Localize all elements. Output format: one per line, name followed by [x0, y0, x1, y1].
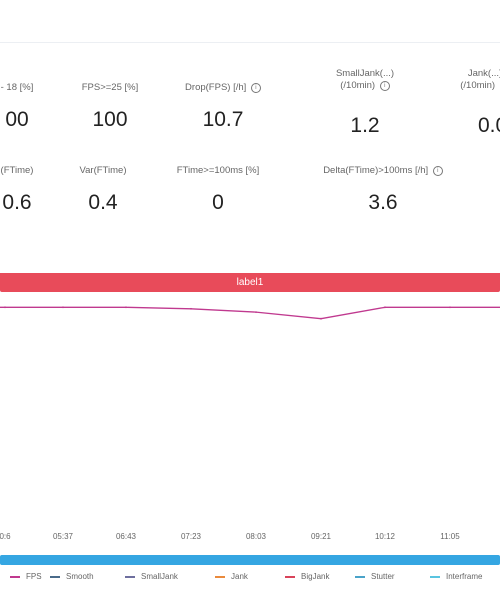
label-banner[interactable]: label1: [0, 273, 500, 292]
metric-label: - 18 [%]: [0, 82, 34, 93]
legend-swatch: [125, 575, 135, 578]
x-tick-label: 10:12: [374, 532, 396, 541]
legend-item-smalljank[interactable]: SmallJank: [125, 572, 178, 581]
metric-card: FTime>=100ms [%] 0: [153, 165, 283, 215]
x-tick-label: 08:03: [245, 532, 267, 541]
series-line-fps: [0, 306, 500, 320]
legend-label: SmallJank: [141, 572, 178, 581]
x-axis-labels: 0:6 05:37 06:43 07:23 08:03 09:21 10:12 11:05: [0, 532, 500, 546]
legend-item-fps[interactable]: FPS: [10, 572, 42, 581]
metric-sublabel: (/10min) i: [420, 80, 500, 92]
legend-swatch: [50, 575, 60, 578]
metric-sublabel: (/10min) i: [300, 80, 430, 92]
metric-card: Var(FTime) 0.4: [38, 165, 168, 215]
x-tick-label: 0:6: [0, 532, 11, 541]
x-tick-label: 06:43: [115, 532, 137, 541]
metric-card: Drop(FPS) [/h] i 10.7: [158, 82, 288, 132]
metric-label: Delta(FTime)>100ms [/h] i: [318, 165, 448, 177]
metric-value: 3.6: [368, 191, 398, 214]
metric-sublabel-text: (/10min): [460, 80, 496, 91]
metric-label: FTime>=100ms [%]: [176, 165, 260, 176]
x-tick-label: 05:37: [52, 532, 74, 541]
x-tick-label: 09:21: [310, 532, 332, 541]
data-point: [255, 311, 257, 313]
metric-card: Delta(FTime)>100ms [/h] i 3.6: [318, 165, 448, 215]
legend-item-bigjank[interactable]: BigJank: [285, 572, 329, 581]
legend-swatch: [285, 575, 295, 578]
info-icon[interactable]: i: [379, 81, 390, 91]
data-point: [4, 306, 6, 309]
metric-value: 0.6: [2, 191, 32, 214]
legend-swatch: [355, 575, 365, 578]
legend-label: BigJank: [301, 572, 330, 581]
legend-item-stutter[interactable]: Stutter: [355, 572, 395, 581]
info-icon[interactable]: i: [432, 166, 443, 176]
metric-label: (FTime): [0, 165, 34, 176]
legend-label: Stutter: [371, 572, 395, 581]
metric-value: 0: [212, 191, 224, 214]
metric-card: - 18 [%] 00: [0, 82, 82, 132]
header-divider: [0, 42, 500, 43]
metric-value: 10.7: [202, 108, 244, 131]
info-icon[interactable]: i: [250, 83, 261, 93]
data-point: [384, 306, 386, 309]
metric-sublabel-text: (/10min): [340, 80, 376, 91]
legend-label: Interframe: [446, 572, 483, 581]
legend-item-interframe[interactable]: Interframe: [430, 572, 482, 581]
metric-card: SmallJank(...) (/10min) i 1.2: [300, 68, 430, 138]
metric-label: FPS>=25 [%]: [81, 82, 139, 93]
data-point: [125, 306, 127, 309]
data-point: [449, 306, 451, 309]
timeline-scroll-thumb[interactable]: [0, 555, 500, 565]
metric-label: Var(FTime): [79, 165, 127, 176]
metric-value: 0.4: [88, 191, 118, 214]
fps-line-chart: [0, 306, 500, 320]
legend-item-jank[interactable]: Jank: [215, 572, 248, 581]
metric-value: 1.2: [350, 114, 380, 137]
data-point: [62, 306, 64, 309]
chart-legend: FPS Smooth SmallJank Jank BigJank Stutter Inte…: [0, 572, 500, 586]
metrics-panel: - 18 [%] 00 FPS>=25 [%] 100 Drop(FPS) [/…: [0, 0, 500, 260]
legend-swatch: [215, 575, 225, 578]
x-tick-label: 11:05: [440, 532, 460, 541]
timeline-scrollbar[interactable]: [0, 555, 500, 565]
metric-card: FPS>=25 [%] 100: [45, 82, 175, 132]
metric-card: Jank(...) (/10min) i 0.0: [420, 68, 500, 138]
legend-swatch: [430, 575, 440, 578]
legend-label: Smooth: [66, 572, 94, 581]
metric-value: 00: [5, 108, 29, 131]
metric-label: SmallJank(...): [335, 68, 395, 79]
metric-label: Jank(...): [467, 68, 500, 79]
metric-card: (FTime) 0.6: [0, 165, 82, 215]
metric-label: Drop(FPS) [/h] i: [158, 82, 288, 94]
metric-label-text: Delta(FTime)>100ms [/h]: [323, 165, 429, 176]
legend-swatch: [10, 575, 20, 578]
metric-label-text: Drop(FPS) [/h]: [185, 82, 247, 93]
x-tick-label: 07:23: [180, 532, 202, 541]
legend-label: Jank: [231, 572, 248, 581]
legend-label: FPS: [26, 572, 42, 581]
metric-value: 0.0: [478, 114, 500, 137]
legend-item-smooth[interactable]: Smooth: [50, 572, 94, 581]
metric-value: 100: [92, 108, 128, 131]
data-point: [320, 317, 322, 320]
data-point: [190, 307, 192, 310]
